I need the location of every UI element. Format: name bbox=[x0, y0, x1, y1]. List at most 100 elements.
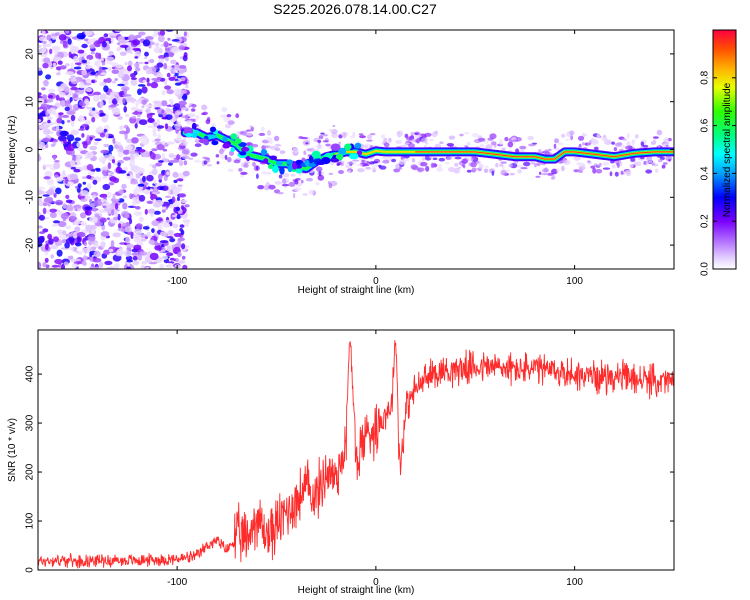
spectrogram-noise-blob bbox=[94, 60, 101, 67]
spectrogram-noise-blob bbox=[118, 189, 124, 195]
spectrogram-noise-blob bbox=[108, 248, 114, 253]
spectrogram-halo-blob bbox=[330, 161, 334, 166]
spectrogram-noise-blob bbox=[93, 91, 101, 96]
spectrogram-noise-blob bbox=[117, 150, 123, 158]
spectrogram-halo-blob bbox=[346, 161, 354, 165]
spectrogram-halo-blob bbox=[416, 137, 421, 144]
spectrogram-noise-blob bbox=[110, 91, 118, 96]
spectrogram-noise-blob bbox=[91, 194, 97, 199]
spectrogram-halo-blob bbox=[380, 134, 386, 139]
spectrogram-halo-blob bbox=[504, 136, 509, 142]
spectrogram-halo-blob bbox=[191, 108, 196, 112]
spectrogram-noise-blob bbox=[75, 242, 82, 247]
spectrogram-noise-blob bbox=[139, 178, 143, 184]
spectrogram-noise-blob bbox=[107, 67, 112, 72]
spectrogram-noise-blob bbox=[67, 38, 72, 45]
spectrogram-halo-blob bbox=[628, 145, 633, 151]
spectrogram-halo-blob bbox=[459, 133, 464, 137]
spectrogram-noise-blob bbox=[50, 143, 55, 147]
spectrogram-noise-blob bbox=[78, 116, 86, 122]
spectrogram-noise-blob bbox=[38, 67, 42, 72]
spectrogram-halo-blob bbox=[191, 103, 197, 108]
spectrogram-noise-blob bbox=[155, 199, 164, 207]
spectrogram-noise-blob bbox=[66, 134, 75, 142]
spectrogram-noise-blob bbox=[58, 92, 66, 98]
spectrogram-noise-blob bbox=[63, 138, 67, 144]
spectrogram-noise-blob bbox=[81, 133, 85, 138]
spectrogram-noise-blob bbox=[165, 252, 174, 257]
spectrogram-noise-blob bbox=[92, 216, 98, 224]
spectrogram-ridge-blob bbox=[295, 168, 303, 174]
spectrogram-noise-blob bbox=[42, 194, 50, 197]
spectrogram-halo-blob bbox=[252, 161, 256, 167]
spectrogram-noise-blob bbox=[166, 141, 175, 145]
spectrogram-ridge-blob bbox=[241, 147, 250, 152]
spectrogram-halo-blob bbox=[479, 143, 485, 149]
snr-y-tick-label: 0 bbox=[25, 567, 36, 573]
spectrogram-noise-blob bbox=[181, 255, 186, 260]
spectrogram-noise-blob bbox=[114, 144, 119, 150]
spectrogram-noise-blob bbox=[82, 181, 87, 185]
spectrogram-halo-blob bbox=[318, 135, 324, 140]
spectrogram-halo-blob bbox=[404, 142, 411, 145]
spectrogram-halo-blob bbox=[593, 146, 599, 151]
spectrogram-noise-blob bbox=[92, 94, 100, 102]
spectrogram-noise-blob bbox=[65, 199, 73, 204]
spectrogram-noise-blob bbox=[141, 86, 148, 94]
spectrogram-halo-blob bbox=[325, 143, 331, 147]
spectrogram-noise-blob bbox=[100, 72, 107, 76]
spectrogram-ridge-blob bbox=[279, 166, 285, 175]
spectrogram-noise-blob bbox=[86, 58, 90, 66]
spectrogram-noise-blob bbox=[49, 48, 53, 55]
spectrogram-halo-blob bbox=[292, 192, 296, 199]
spectrogram-noise-blob bbox=[144, 191, 150, 195]
spectrogram-halo-blob bbox=[652, 136, 659, 139]
spectrogram-noise-blob bbox=[138, 31, 146, 36]
spectrogram-halo-blob bbox=[432, 157, 438, 161]
spectrogram-halo-blob bbox=[642, 144, 649, 148]
spectrogram-noise-blob bbox=[38, 97, 45, 105]
spectrogram-halo-blob bbox=[587, 160, 591, 163]
spectrogram-halo-blob bbox=[651, 161, 656, 166]
spectrogram-halo-blob bbox=[268, 184, 276, 190]
spectrogram-halo-blob bbox=[662, 162, 668, 165]
spectrogram-ridge-blob bbox=[222, 143, 231, 149]
spectrogram-noise-blob bbox=[159, 240, 169, 244]
spectrogram-halo-blob bbox=[365, 147, 370, 149]
spectrogram-noise-blob bbox=[165, 219, 171, 223]
spectrogram-noise-blob bbox=[60, 83, 66, 89]
spectrogram-halo-blob bbox=[408, 143, 415, 149]
spectrogram-ridge-blob bbox=[245, 155, 251, 161]
spectrogram-noise-blob bbox=[70, 75, 76, 78]
spectrogram-noise-blob bbox=[152, 127, 157, 134]
spectrogram-halo-blob bbox=[371, 166, 377, 172]
spectrogram-noise-blob bbox=[55, 187, 62, 195]
spectrogram-halo-blob bbox=[206, 164, 213, 167]
spectrogram-halo-blob bbox=[471, 133, 479, 138]
spectrogram-x-axis-label: Height of straight line (km) bbox=[298, 285, 415, 296]
spectrogram-halo-blob bbox=[534, 163, 537, 168]
snr-axes: -100 0 100 0 100 200 300 400 bbox=[25, 330, 674, 588]
spectrogram-ridge-blob bbox=[338, 147, 347, 155]
spectrogram-noise-blob bbox=[55, 125, 60, 132]
spectrogram-noise-blob bbox=[38, 225, 43, 229]
spectrogram-noise-blob bbox=[146, 174, 154, 182]
spectrogram-noise-blob bbox=[75, 250, 79, 254]
spectrogram-noise-blob bbox=[65, 233, 74, 237]
spectrogram-noise-blob bbox=[125, 255, 133, 261]
spectrogram-noise-blob bbox=[80, 190, 89, 197]
spectrogram-halo-blob bbox=[411, 158, 416, 163]
spectrogram-noise-blob bbox=[82, 142, 88, 149]
spectrogram-halo-blob bbox=[388, 137, 392, 143]
spectrogram-halo-blob bbox=[185, 119, 193, 125]
spectrogram-noise-blob bbox=[108, 98, 113, 105]
spectrogram-noise-blob bbox=[153, 30, 158, 35]
spectrogram-noise-blob bbox=[81, 59, 88, 64]
spectrogram-halo-blob bbox=[393, 168, 401, 173]
spectrogram-ridge-blob bbox=[238, 142, 247, 147]
spectrogram-halo-blob bbox=[268, 145, 276, 150]
spectrogram-noise-blob bbox=[87, 183, 92, 190]
spectrogram-noise-blob bbox=[156, 62, 164, 68]
spectrogram-noise-blob bbox=[118, 198, 125, 203]
